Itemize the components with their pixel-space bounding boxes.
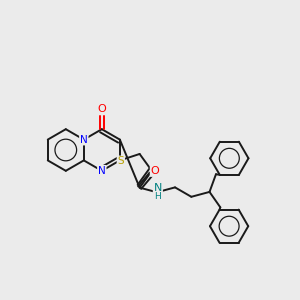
Text: N: N	[154, 183, 162, 193]
Text: H: H	[154, 192, 161, 201]
Text: S: S	[118, 156, 124, 167]
Text: N: N	[98, 166, 106, 176]
Text: N: N	[80, 135, 88, 145]
Text: O: O	[151, 166, 159, 176]
Text: O: O	[98, 104, 106, 114]
